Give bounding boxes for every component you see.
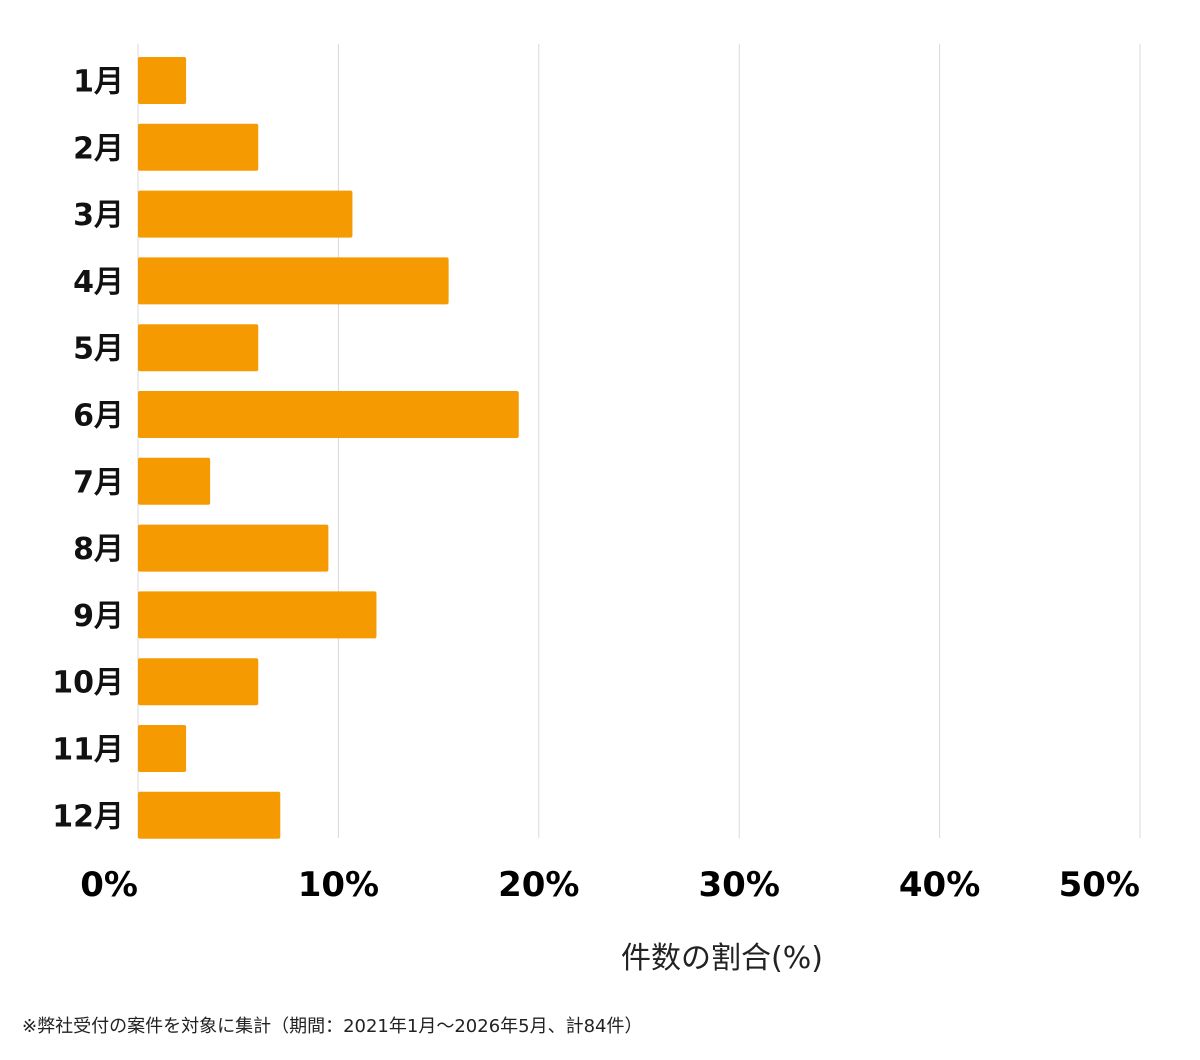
category-label: 1月	[73, 65, 124, 100]
category-label: 12月	[52, 799, 124, 834]
bar	[138, 57, 187, 104]
x-tick-label: 0%	[80, 865, 138, 905]
footnote: ※弊社受付の案件を対象に集計（期間：2021年1月〜2026年5月、計84件）	[22, 1016, 643, 1037]
category-label: 8月	[73, 532, 124, 567]
category-label: 6月	[73, 399, 124, 434]
bar	[138, 324, 259, 372]
category-label: 3月	[73, 198, 124, 233]
x-tick-label: 30%	[699, 865, 780, 905]
x-tick-label: 40%	[899, 865, 980, 905]
x-tick-label: 10%	[298, 865, 379, 905]
category-label: 7月	[73, 465, 124, 500]
category-label: 4月	[73, 265, 124, 300]
bar	[138, 791, 281, 839]
category-label: 10月	[52, 666, 124, 701]
category-label: 5月	[73, 332, 124, 367]
bar	[138, 524, 329, 572]
x-tick-label: 20%	[498, 865, 579, 905]
bar	[138, 725, 187, 772]
bar	[138, 190, 353, 238]
x-tick-label: 50%	[1059, 865, 1140, 905]
bar	[138, 457, 211, 505]
category-label: 9月	[73, 599, 124, 634]
bar	[138, 257, 449, 305]
bar	[138, 591, 377, 639]
category-label: 2月	[73, 131, 124, 166]
bar	[138, 658, 259, 706]
category-label: 11月	[52, 733, 124, 768]
bar	[138, 123, 259, 171]
bar	[138, 391, 519, 438]
x-axis-label: 件数の割合(%)	[621, 941, 823, 976]
